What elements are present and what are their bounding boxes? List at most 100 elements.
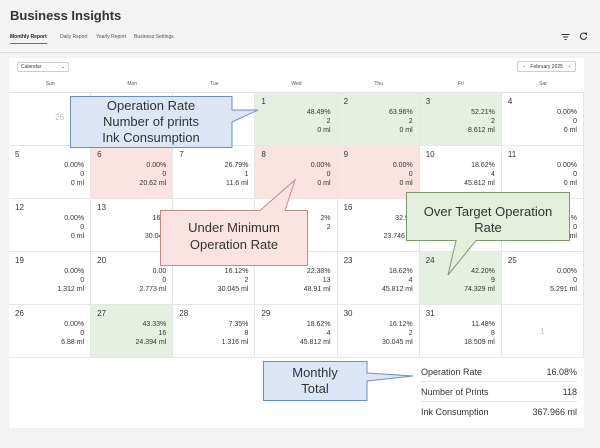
calendar-day-cell[interactable]: 20 0.00 0 2.773 ml [91, 252, 174, 305]
print-count-value: 2 [490, 118, 495, 125]
callout-monthly-total: Monthly Total [263, 361, 423, 401]
day-number: 12 [15, 203, 24, 212]
day-number: 24 [425, 256, 435, 265]
calendar-day-cell[interactable]: 25 0.00% 0 5.291 ml [501, 252, 584, 305]
print-count-value: 0 [162, 277, 167, 284]
callout-over-target: Over Target Operation Rate [406, 192, 570, 276]
ink-consumption-value: 5.291 ml [550, 286, 577, 293]
print-count-value: 4 [326, 330, 331, 337]
day-number: 1 [261, 97, 266, 106]
refresh-icon[interactable] [579, 32, 588, 43]
print-count-value: 0 [162, 171, 167, 178]
print-count-value: 0 [573, 118, 577, 125]
day-number: 26 [15, 309, 24, 318]
day-number: 11 [507, 150, 517, 159]
view-select[interactable]: Calendar ⌄ [17, 62, 69, 72]
print-count-value: 2 [408, 330, 413, 337]
day-number: 31 [425, 309, 435, 318]
tab-yearly-report[interactable]: Yearly Report [96, 34, 127, 40]
operation-rate-value: 7.35% [228, 321, 249, 328]
calendar-day-cell[interactable]: 29 18.62% 4 45.812 ml [255, 305, 338, 358]
print-count-value: 2 [326, 224, 331, 231]
total-label: Ink Consumption [421, 407, 489, 417]
calendar-day-cell[interactable]: 4 0.00% 0 0 ml [501, 93, 584, 146]
operation-rate-value: 42.20% [471, 268, 495, 275]
tab-monthly-report[interactable]: Monthly Report [10, 34, 47, 44]
calendar-day-cell[interactable]: 1 [501, 305, 584, 358]
monthly-total-panel: Operation Rate 16.08% Number of Prints 1… [413, 358, 583, 426]
print-count-value: 0 [408, 171, 413, 178]
callout-line: Total [301, 381, 329, 396]
ink-consumption-value: 48.91 ml [303, 286, 331, 293]
calendar-day-cell[interactable]: 12 0.00% 0 0 ml [9, 199, 92, 252]
calendar-day-cell[interactable]: 26 0.00% 0 6.88 ml [9, 305, 92, 358]
calendar-day-cell[interactable]: 6 0.00% 0 20.62 ml [91, 146, 174, 199]
ink-consumption-value: 8.612 ml [467, 127, 495, 134]
callout-line: Under Minimum [188, 220, 280, 235]
operation-rate-value: 63.96% [388, 109, 413, 116]
operation-rate-value: 0.00% [64, 268, 85, 275]
calendar-day-cell[interactable]: 7 26.79% 1 11.6 ml [173, 146, 256, 199]
total-label: Number of Prints [421, 387, 489, 397]
calendar-day-cell[interactable]: 2 63.96% 2 0 ml [337, 93, 420, 146]
operation-rate-value: 0.00 [152, 268, 167, 275]
callout-line: Monthly [292, 365, 338, 380]
calendar-day-cell[interactable]: 30 16.12% 2 30.045 ml [337, 305, 420, 358]
calendar-day-cell[interactable]: 3 52.21% 2 8.612 ml [419, 93, 502, 146]
callout-line: Number of prints [102, 114, 200, 129]
filter-icon[interactable] [561, 33, 573, 43]
operation-rate-value: % [570, 215, 577, 222]
operation-rate-value: 18.62% [471, 162, 495, 169]
day-number: 9 [343, 150, 349, 159]
calendar-day-cell[interactable]: 8 0.00% 0 0 ml [255, 146, 338, 199]
next-month-icon[interactable]: › [568, 64, 570, 70]
calendar-day-cell[interactable]: 5 0.00% 0 0 ml [9, 146, 92, 199]
day-number: 23 [343, 256, 353, 265]
print-count-value: 0 [80, 277, 85, 284]
callout-line: Ink Consumption [102, 130, 200, 145]
ink-consumption-value: 45.812 ml [299, 339, 331, 346]
day-number: 29 [261, 309, 271, 318]
ink-consumption-value: 0 ml [563, 180, 577, 187]
ink-consumption-value: 0 ml [70, 233, 85, 240]
print-count-value: 0 [80, 330, 85, 337]
weekday-label: Sun [45, 81, 55, 87]
callout-under-minimum: Under Minimum Operation Rate [160, 178, 308, 266]
month-label: February 2025 [530, 64, 563, 70]
ink-consumption-value: 2.773 ml [139, 286, 167, 293]
day-number: 16 [343, 203, 353, 212]
print-count-value: 16 [158, 330, 167, 337]
day-number: 5 [15, 150, 20, 159]
calendar-day-cell[interactable]: 24 42.20% 9 74.329 ml [419, 252, 502, 305]
calendar-day-cell[interactable]: 9 0.00% 0 0 ml [337, 146, 420, 199]
operation-rate-value: 0.00% [64, 321, 85, 328]
ink-consumption-value: 24.394 ml [135, 339, 167, 346]
operation-rate-value: 16.12% [224, 268, 249, 275]
print-count-value: 0 [80, 224, 85, 231]
day-number: 10 [425, 150, 435, 159]
total-value: 118 [562, 387, 577, 397]
ink-consumption-value: 6.88 ml [61, 339, 85, 346]
tab-daily-report[interactable]: Daily Report [60, 34, 88, 40]
operation-rate-value: 0.00% [557, 268, 577, 275]
ink-consumption-value: 1.312 ml [57, 286, 85, 293]
calendar-day-cell[interactable]: 19 0.00% 0 1.312 ml [9, 252, 92, 305]
callout-cell-legend: Operation Rate Number of prints Ink Cons… [70, 96, 260, 148]
calendar-day-cell[interactable]: 1 48.49% 2 0 ml [255, 93, 338, 146]
calendar-day-cell[interactable]: % 0 ml [501, 199, 584, 252]
operation-rate-value: 26.79% [224, 162, 249, 169]
ink-consumption-value: 0 ml [70, 180, 85, 187]
day-number: 3 [425, 97, 431, 106]
calendar-day-cell[interactable]: 31 11.48% 8 18.509 ml [419, 305, 502, 358]
calendar-day-cell[interactable]: 23 18.62% 4 45.812 ml [337, 252, 420, 305]
day-number: 26 [55, 113, 65, 122]
operation-rate-value: 0.00% [392, 162, 413, 169]
calendar-day-cell[interactable]: 27 43.33% 16 24.394 ml [91, 305, 174, 358]
calendar-day-cell[interactable]: 28 7.35% 8 1.316 ml [173, 305, 256, 358]
print-count-value: 0 [573, 277, 577, 284]
tab-business-settings[interactable]: Business Settings [134, 34, 174, 40]
ink-consumption-value: 0 ml [317, 127, 331, 134]
prev-month-icon[interactable]: ‹ [523, 64, 526, 70]
total-label: Operation Rate [421, 367, 483, 377]
day-number: 20 [97, 256, 107, 265]
